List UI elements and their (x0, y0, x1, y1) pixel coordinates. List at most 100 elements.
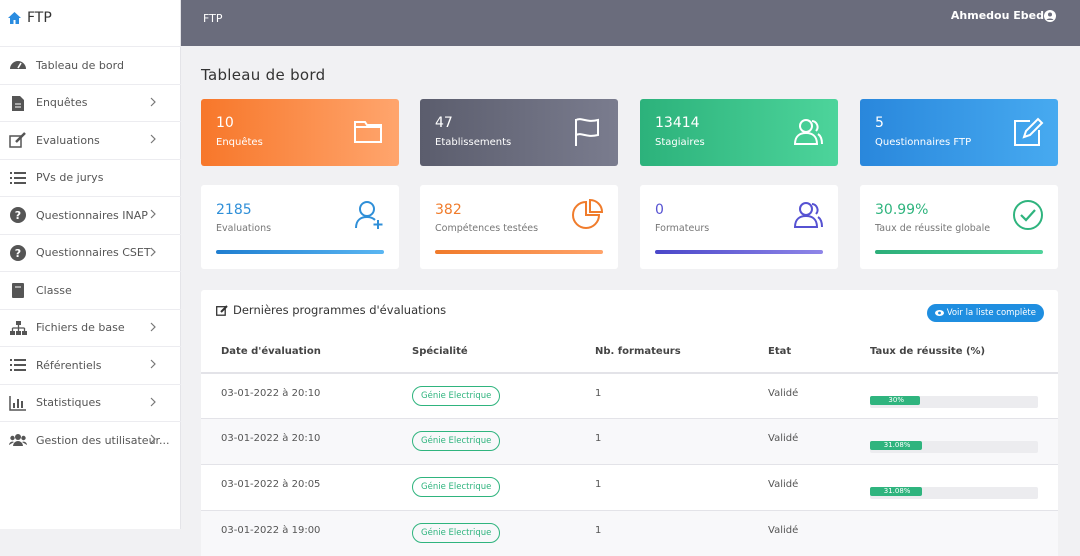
sidebar-icon (12, 95, 24, 111)
column-header: Nb. formateurs (595, 346, 681, 357)
stat-value: 10 (216, 115, 234, 131)
trainers-cell: 1 (595, 525, 602, 536)
column-header: Etat (768, 346, 792, 357)
sidebar-item[interactable]: PVs de jurys (0, 158, 181, 197)
sidebar-icon (10, 359, 26, 372)
status-cell: Validé (768, 479, 799, 490)
stat-icon (792, 199, 824, 235)
stat-card[interactable]: 2185 Evaluations (201, 185, 399, 269)
stat-bar (216, 250, 384, 254)
brand[interactable]: FTP (8, 8, 52, 28)
chevron (150, 397, 156, 406)
trainers-cell: 1 (595, 479, 602, 490)
svg-text:?: ? (15, 209, 21, 222)
sidebar-item[interactable]: Fichiers de base (0, 308, 181, 347)
stat-bar (435, 250, 603, 254)
stat-label: Enquêtes (216, 137, 263, 148)
chevron (150, 97, 156, 106)
stat-value: 0 (655, 202, 664, 218)
rate-bar: 30% (870, 396, 921, 405)
stat-card[interactable]: 47 Etablissements (420, 99, 618, 166)
sidebar-icon (9, 132, 26, 148)
specialty-badge: Génie Electrique (412, 477, 501, 497)
sidebar-icon: ? (10, 244, 26, 261)
sidebar-icon (9, 434, 27, 447)
stat-value: 382 (435, 202, 462, 218)
stat-card[interactable]: 10 Enquêtes (201, 99, 399, 166)
icon (575, 118, 599, 146)
date-cell: 03-01-2022 à 20:05 (221, 479, 321, 490)
sidebar-item[interactable]: Classe (0, 271, 181, 309)
sidebar-item[interactable]: ? Questionnaires INAP (0, 196, 181, 234)
chevron (150, 247, 156, 256)
sidebar-icon (12, 283, 24, 299)
date-cell: 03-01-2022 à 19:00 (221, 525, 321, 536)
table-title-text: Dernières programmes d'évaluations (233, 303, 447, 317)
status-cell: Validé (768, 433, 799, 444)
rate-label: 31.08% (883, 441, 911, 449)
user-icon[interactable] (1044, 10, 1056, 22)
stat-bar (655, 250, 823, 254)
sidebar-item[interactable]: Evaluations (0, 121, 181, 159)
stat-label: Compétences testées (435, 223, 539, 234)
icon (793, 202, 823, 228)
status-cell: Validé (768, 388, 799, 399)
stat-card[interactable]: 30.99% Taux de réussite globale (860, 185, 1058, 269)
sidebar-label: Evaluations (36, 133, 100, 147)
stat-bar (875, 250, 1043, 254)
icon (354, 121, 382, 143)
specialty-badge: Génie Electrique (412, 523, 501, 543)
status-cell: Validé (768, 525, 799, 536)
sidebar-item[interactable]: Gestion des utilisateur... (0, 421, 181, 459)
sidebar-item[interactable]: Tableau de bord (0, 46, 181, 84)
stat-label: Etablissements (435, 137, 512, 148)
date-cell: 03-01-2022 à 20:10 (221, 388, 321, 399)
edit-icon (216, 304, 228, 316)
table-row: 03-01-2022 à 20:10 Génie Electrique 1 Valid… (201, 418, 1058, 464)
eye-icon (934, 310, 944, 316)
icon (572, 198, 604, 229)
stat-icon (353, 116, 385, 152)
sidebar-icon (10, 171, 26, 184)
view-all-text: Voir la liste complète (946, 308, 1036, 318)
specialty-badge: Génie Electrique (412, 386, 501, 406)
sidebar-label: PVs de jurys (36, 171, 104, 185)
rate-bar: 31.08% (870, 487, 923, 496)
stat-label: Taux de réussite globale (875, 223, 991, 234)
sidebar-label: Questionnaires INAP (36, 208, 148, 222)
stat-card[interactable]: 0 Formateurs (640, 185, 838, 269)
sidebar-item[interactable]: Statistiques (0, 383, 181, 422)
icon (1014, 117, 1044, 146)
stat-value: 5 (875, 115, 884, 131)
chevron (150, 322, 156, 331)
rate-label: 31.08% (883, 487, 911, 495)
view-all-button[interactable]: Voir la liste complète (926, 304, 1044, 322)
sidebar-label: Questionnaires CSET (36, 246, 151, 260)
sidebar-label: Tableau de bord (36, 58, 124, 72)
brand-text: FTP (27, 10, 52, 26)
rate-track: 31.08% (870, 487, 1038, 499)
rate-label: 30% (888, 396, 904, 404)
stat-icon (353, 199, 385, 235)
stat-value: 30.99% (875, 202, 929, 218)
stat-icon (572, 198, 604, 235)
sidebar-label: Référentiels (36, 358, 102, 372)
rate-track: 30% (870, 396, 1038, 408)
user-name[interactable]: Ahmedou Ebed (950, 9, 1044, 22)
specialty-badge: Génie Electrique (412, 431, 501, 451)
stat-card[interactable]: 382 Compétences testées (420, 185, 618, 269)
stat-card[interactable]: 5 Questionnaires FTP (860, 99, 1058, 166)
chevron (150, 134, 156, 144)
sidebar-item[interactable]: ? Questionnaires CSET (0, 233, 181, 272)
sidebar: FTP Tableau de bord Enquêtes Evaluations PV… (0, 0, 181, 529)
chevron (150, 359, 156, 369)
sidebar-icon (10, 320, 27, 335)
sidebar-item[interactable]: Référentiels (0, 346, 181, 384)
stat-label: Formateurs (655, 223, 710, 234)
icon (793, 119, 823, 145)
stat-value: 13414 (655, 115, 700, 131)
sidebar-label: Fichiers de base (36, 321, 125, 335)
sidebar-item[interactable]: Enquêtes (0, 83, 181, 122)
stat-card[interactable]: 13414 Stagiaires (640, 99, 838, 166)
